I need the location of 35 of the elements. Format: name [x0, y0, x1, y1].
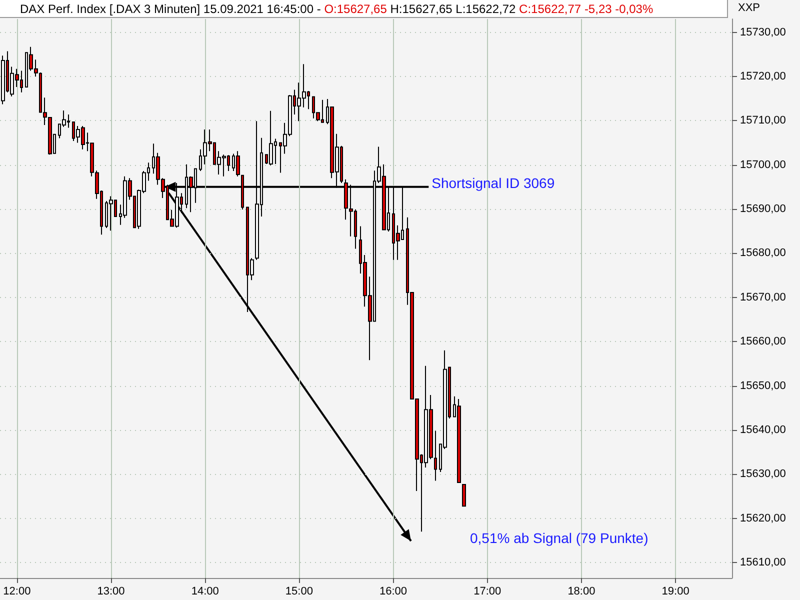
candlestick: [255, 120, 259, 260]
x-tick-label: 12:00: [3, 586, 31, 598]
candlestick: [269, 110, 273, 166]
y-tick-label: 15710,00: [740, 114, 786, 127]
y-tick-label: 15670,00: [740, 291, 786, 304]
candlestick: [344, 178, 348, 220]
y-tick-label: 15620,00: [740, 512, 786, 524]
x-tick-label: 19:00: [662, 586, 690, 598]
y-tick-label: 15700,00: [740, 158, 786, 171]
x-tick-label: 14:00: [191, 586, 219, 598]
x-tick-label: 18:00: [568, 586, 596, 598]
y-tick-label: 15690,00: [740, 203, 786, 216]
candlestick: [236, 150, 240, 177]
chart-title: DAX Perf. Index [.DAX 3 Minuten] 15.09.2021 16:45:00 -: [20, 2, 322, 16]
x-tick-label: 13:00: [97, 586, 125, 598]
y-tick-label: 15610,00: [740, 556, 786, 569]
x-tick-label: 17:00: [474, 586, 502, 598]
candlestick: [109, 196, 113, 232]
candlestick: [1, 55, 5, 105]
y-tick-label: 15640,00: [740, 424, 786, 436]
y-tick-label: 15660,00: [740, 336, 786, 348]
y-tick-label: 15630,00: [740, 468, 786, 480]
y-axis-title: XXP: [738, 2, 760, 14]
x-tick-label: 15:00: [285, 586, 313, 598]
y-tick-label: 15730,00: [740, 26, 786, 38]
candlestick: [457, 398, 461, 484]
y-tick-label: 15720,00: [740, 70, 786, 82]
candlestick: [462, 484, 466, 507]
x-tick-label: 16:00: [380, 586, 408, 598]
y-tick-label: 15650,00: [740, 380, 786, 392]
y-tick-label: 15680,00: [740, 247, 786, 260]
chart-subtitle: O:15627,65 H:15627,65 L:15622,72 C:15622,77 -5,23 -0,03%: [324, 2, 654, 16]
annotation: Shortsignal ID 3069: [432, 174, 555, 191]
annotation: 0,51% ab Signal (79 Punkte): [470, 530, 648, 546]
candlestick: [241, 174, 244, 210]
